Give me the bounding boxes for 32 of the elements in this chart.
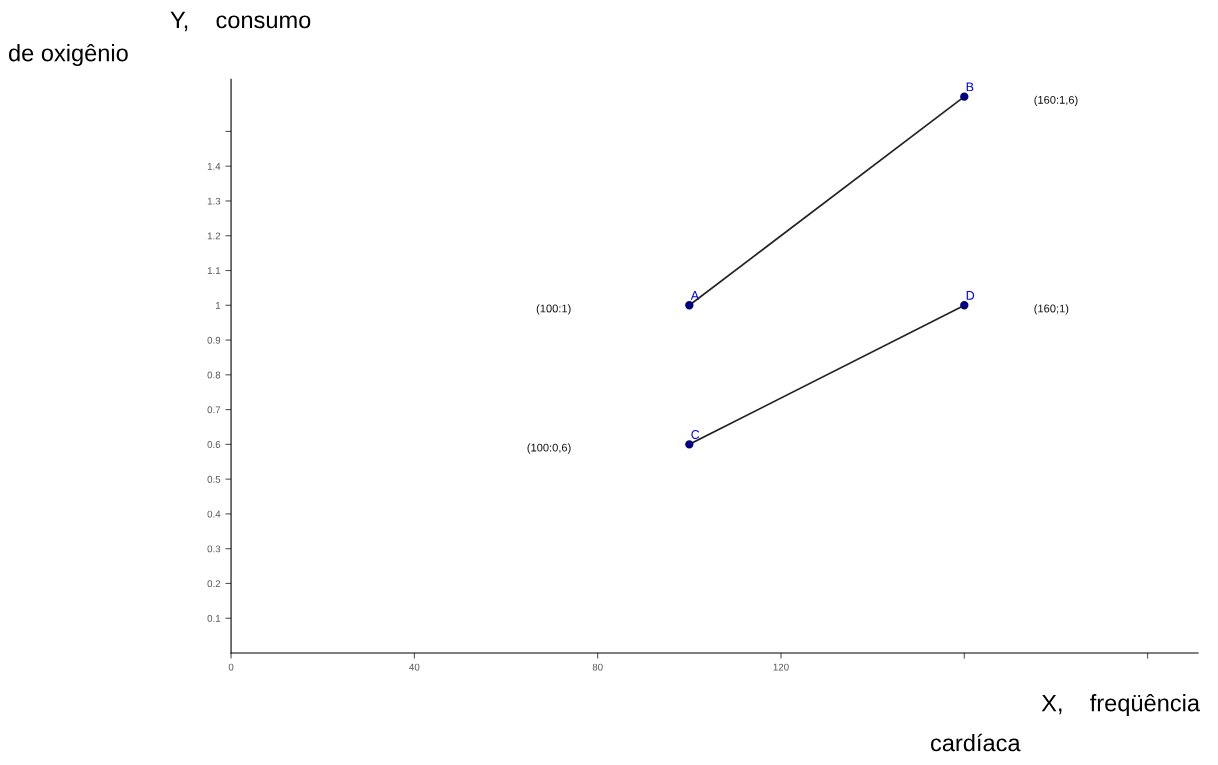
x-axis-title: X, freqüência cardíaca xyxy=(931,693,1201,752)
annotation: (160:1,6) xyxy=(1034,95,1078,106)
annotation: (100:1) xyxy=(536,304,571,315)
x-tick-label: 40 xyxy=(409,663,420,671)
y-tick-label: 0.1 xyxy=(207,614,221,622)
y-tick-label: 0.4 xyxy=(207,510,221,518)
text: Y, consumo de oxigênio xyxy=(8,11,311,67)
y-tick-label: 0.3 xyxy=(207,545,221,553)
y-tick-label: 1.3 xyxy=(207,197,221,205)
y-tick-label: 0.5 xyxy=(207,475,221,483)
point xyxy=(685,440,694,449)
y-tick-label: 1.2 xyxy=(207,232,221,240)
y-tick-label: 0.9 xyxy=(207,336,221,344)
point xyxy=(960,301,969,310)
annotation: (100:0,6) xyxy=(527,443,571,454)
point xyxy=(685,301,694,310)
data-label: D xyxy=(966,291,975,300)
y-tick-label: 0.8 xyxy=(207,371,221,379)
y-tick-label: 0.2 xyxy=(207,580,221,588)
y-tick-label: 1.1 xyxy=(207,267,221,275)
data-label: A xyxy=(690,291,700,300)
data-label: C xyxy=(691,430,700,439)
point xyxy=(960,92,969,101)
y-tick-label: 0.6 xyxy=(207,441,221,448)
annotation: (160;1) xyxy=(1034,304,1069,315)
y-tick-label: 1.4 xyxy=(207,163,221,170)
y-tick-label: 1 xyxy=(215,302,221,309)
y-tick-label: 0.7 xyxy=(207,406,221,414)
data-label: B xyxy=(966,82,974,92)
x-tick-label: 0 xyxy=(228,663,234,671)
x-tick-label: 80 xyxy=(592,663,603,671)
x-tick-label: 120 xyxy=(773,663,789,671)
